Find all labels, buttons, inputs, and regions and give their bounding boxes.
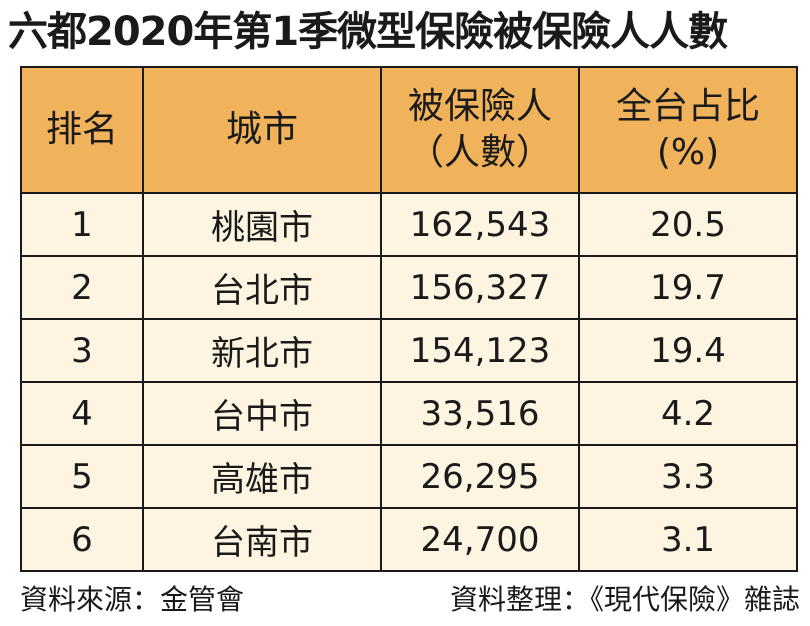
count-cell: 156,327 <box>380 255 580 320</box>
share-cell: 3.3 <box>578 444 798 509</box>
compiled-by-note: 資料整理：《現代保險》雜誌 <box>449 583 800 616</box>
share-cell: 4.2 <box>578 381 798 446</box>
city-cell: 台中市 <box>142 381 382 446</box>
rank-cell: 3 <box>20 318 144 383</box>
city-cell: 台南市 <box>142 507 382 572</box>
table-row: 1 桃園市 162,543 20.5 <box>20 192 798 257</box>
header-national-share-line1: 全台占比 <box>615 86 760 127</box>
header-city: 城市 <box>142 66 382 194</box>
share-cell: 20.5 <box>578 192 798 257</box>
page-title: 六都2020年第1季微型保險被保險人人數 <box>8 9 728 55</box>
count-cell: 154,123 <box>380 318 580 383</box>
count-cell: 33,516 <box>380 381 580 446</box>
header-insured-count-line1: 被保險人 <box>407 86 552 127</box>
table-row: 4 台中市 33,516 4.2 <box>20 381 798 446</box>
header-national-share-line2: (%) <box>656 132 720 173</box>
rank-cell: 2 <box>20 255 144 320</box>
header-insured-count-line2: （人數） <box>407 132 552 173</box>
rank-cell: 5 <box>20 444 144 509</box>
city-cell: 高雄市 <box>142 444 382 509</box>
count-cell: 162,543 <box>380 192 580 257</box>
table-row: 5 高雄市 26,295 3.3 <box>20 444 798 509</box>
rank-cell: 4 <box>20 381 144 446</box>
count-cell: 26,295 <box>380 444 580 509</box>
source-note: 資料來源：金管會 <box>20 583 245 616</box>
table-row: 3 新北市 154,123 19.4 <box>20 318 798 383</box>
header-national-share: 全台占比 (%) <box>578 66 798 194</box>
share-cell: 3.1 <box>578 507 798 572</box>
count-cell: 24,700 <box>380 507 580 572</box>
share-cell: 19.7 <box>578 255 798 320</box>
rank-cell: 6 <box>20 507 144 572</box>
city-cell: 台北市 <box>142 255 382 320</box>
insured-count-table: 排名 城市 被保險人 （人數） 全台占比 (%) 1 桃園市 162,543 2… <box>20 66 798 572</box>
header-rank: 排名 <box>20 66 144 194</box>
city-cell: 桃園市 <box>142 192 382 257</box>
share-cell: 19.4 <box>578 318 798 383</box>
table-header-row: 排名 城市 被保險人 （人數） 全台占比 (%) <box>20 66 798 194</box>
table-row: 2 台北市 156,327 19.7 <box>20 255 798 320</box>
rank-cell: 1 <box>20 192 144 257</box>
header-insured-count: 被保險人 （人數） <box>380 66 580 194</box>
table-row: 6 台南市 24,700 3.1 <box>20 507 798 572</box>
city-cell: 新北市 <box>142 318 382 383</box>
